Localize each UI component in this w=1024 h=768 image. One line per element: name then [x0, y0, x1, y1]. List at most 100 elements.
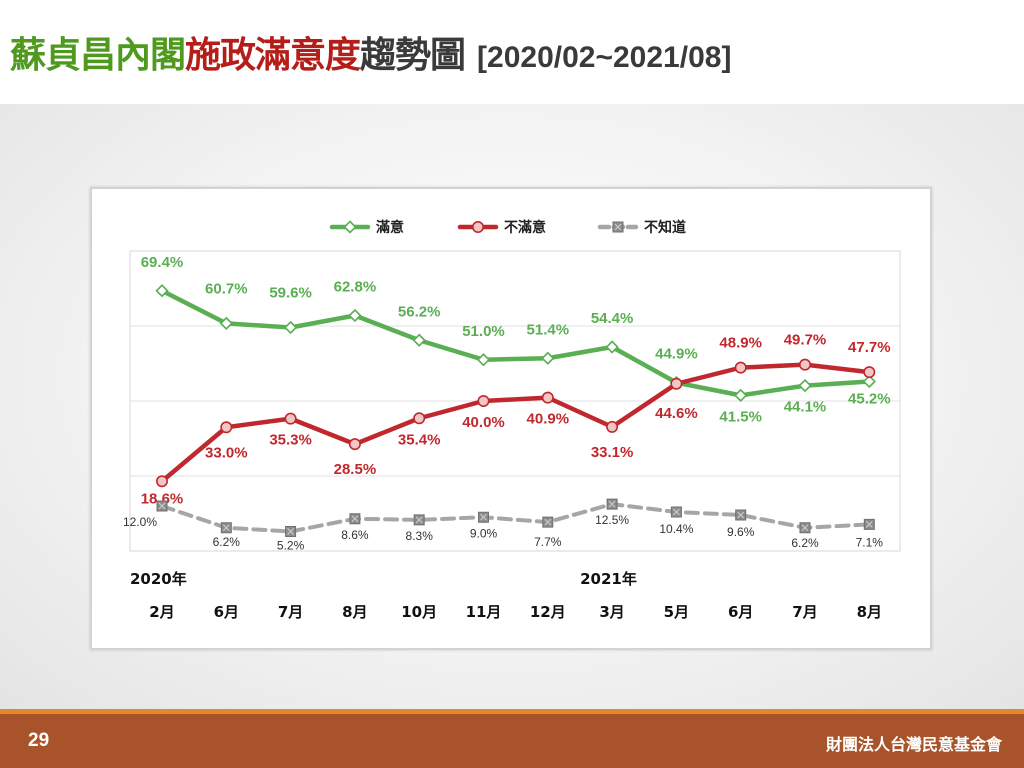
- data-point-s3-cross: [544, 518, 552, 526]
- data-label-s3: 5.2%: [277, 539, 305, 553]
- data-point-s1: [283, 320, 298, 335]
- data-label-s3: 6.2%: [213, 535, 241, 549]
- data-label-s2: 28.5%: [334, 461, 377, 478]
- footer-accent-line: [0, 709, 1024, 714]
- data-point-s2: [220, 421, 233, 434]
- data-label-s3: 7.1%: [856, 535, 884, 549]
- year-label: 2021年: [580, 570, 637, 588]
- data-point-s1: [219, 316, 233, 331]
- data-label-s1: 51.4%: [527, 321, 570, 338]
- x-tick-label: 11月: [466, 603, 502, 621]
- footer-bar: 29 財團法人台灣民意基金會: [0, 714, 1024, 768]
- data-point-s3-cross: [673, 508, 680, 516]
- legend-label-2: 不滿意: [504, 219, 546, 236]
- data-point-s3-cross: [351, 515, 359, 523]
- x-tick-label: 10月: [401, 603, 437, 621]
- data-label-s3: 12.0%: [123, 515, 157, 529]
- data-label-s1: 62.8%: [334, 279, 377, 296]
- data-label-s1: 44.9%: [655, 346, 698, 363]
- data-point-s2: [413, 412, 426, 425]
- data-point-s3-cross: [480, 513, 487, 521]
- data-point-s2: [798, 358, 811, 371]
- data-point-s3-cross: [608, 500, 616, 508]
- data-label-s1: 59.6%: [269, 285, 312, 302]
- legend-marker-1: [343, 220, 357, 234]
- x-tick-label: 2月: [149, 603, 174, 621]
- data-label-s2: 40.9%: [527, 411, 570, 428]
- data-point-s2: [348, 438, 361, 451]
- data-point-s3-cross: [737, 511, 745, 519]
- legend-marker-2: [471, 220, 484, 233]
- data-point-s3-cross: [158, 502, 166, 510]
- data-label-s3: 8.6%: [341, 528, 369, 542]
- x-tick-label: 6月: [728, 603, 753, 621]
- data-label-s1: 69.4%: [141, 254, 184, 271]
- data-point-s1: [734, 388, 748, 403]
- series-line-1: [159, 288, 872, 398]
- title-part-trend: 趨勢圖: [360, 35, 466, 76]
- data-point-s2: [606, 420, 619, 433]
- data-label-s1: 44.1%: [784, 399, 827, 416]
- data-label-s1: 51.0%: [462, 323, 505, 340]
- data-label-s2: 44.6%: [655, 405, 698, 422]
- x-tick-label: 5月: [664, 603, 689, 621]
- data-label-s2: 35.4%: [398, 431, 441, 448]
- data-point-s2: [284, 412, 297, 425]
- data-label-s3: 9.0%: [470, 526, 498, 540]
- data-point-s2: [541, 391, 554, 404]
- data-point-s2: [670, 377, 683, 390]
- series-line-3: [160, 502, 872, 534]
- series-line-2: [159, 362, 872, 484]
- data-point-s2: [863, 366, 876, 379]
- data-label-s1: 56.2%: [398, 303, 441, 320]
- title-part-cabinet: 蘇貞昌內閣: [10, 35, 186, 76]
- data-label-s1: 54.4%: [591, 310, 634, 327]
- x-tick-label: 8月: [857, 603, 882, 621]
- data-label-s3: 6.2%: [791, 536, 819, 550]
- data-point-s1: [155, 284, 169, 298]
- x-tick-label: 8月: [342, 603, 367, 621]
- data-point-s1: [476, 353, 491, 367]
- data-label-s3: 10.4%: [659, 522, 693, 536]
- title-date-range: [2020/02~2021/08]: [477, 41, 732, 74]
- x-tick-label: 6月: [214, 603, 239, 621]
- data-label-s2: 33.0%: [205, 444, 248, 461]
- legend-marker-3-cross: [614, 223, 622, 231]
- page-number: 29: [28, 730, 50, 751]
- data-point-s3-cross: [415, 516, 423, 524]
- data-point-s2: [477, 395, 490, 408]
- data-label-s1: 45.2%: [848, 391, 891, 408]
- data-point-s1: [541, 351, 555, 365]
- data-label-s2: 35.3%: [269, 432, 312, 449]
- data-label-s2: 18.6%: [141, 490, 184, 507]
- data-label-s2: 48.9%: [719, 335, 762, 352]
- data-point-s1: [348, 308, 362, 323]
- data-point-s1: [605, 340, 619, 354]
- data-point-s3-cross: [222, 524, 230, 532]
- title-part-satisfaction: 施政滿意度: [185, 35, 361, 76]
- data-label-s2: 40.0%: [462, 414, 505, 431]
- organization-name: 財團法人台灣民意基金會: [825, 735, 1002, 754]
- data-point-s1: [862, 374, 876, 389]
- data-label-s3: 12.5%: [595, 513, 629, 527]
- year-label: 2020年: [130, 570, 187, 588]
- x-tick-label: 7月: [792, 603, 817, 621]
- data-label-s1: 60.7%: [205, 280, 248, 297]
- data-point-s1: [412, 333, 426, 347]
- data-point-s2: [156, 475, 169, 488]
- data-label-s2: 49.7%: [784, 332, 827, 349]
- chart-frame: 滿意 不滿意 不知道 69.4% 60.7% 59.6% 62.8% 56.2% 51.0% 51…: [90, 187, 932, 650]
- legend-label-1: 滿意: [375, 219, 404, 236]
- data-label-s3: 9.6%: [727, 525, 755, 539]
- page-title: 蘇貞昌內閣施政滿意度趨勢圖 [2020/02~2021/08]: [10, 26, 1010, 86]
- data-point-s3-cross: [865, 521, 873, 528]
- data-point-s3-cross: [801, 524, 809, 532]
- data-label-s3: 7.7%: [534, 535, 562, 549]
- data-label-s3: 8.3%: [406, 529, 434, 543]
- data-label-s2: 33.1%: [591, 444, 634, 461]
- data-label-s2: 47.7%: [848, 339, 891, 356]
- x-tick-label: 7月: [278, 603, 303, 621]
- data-point-s2: [734, 361, 747, 374]
- data-label-s1: 41.5%: [719, 408, 762, 425]
- x-tick-label: 12月: [530, 603, 566, 621]
